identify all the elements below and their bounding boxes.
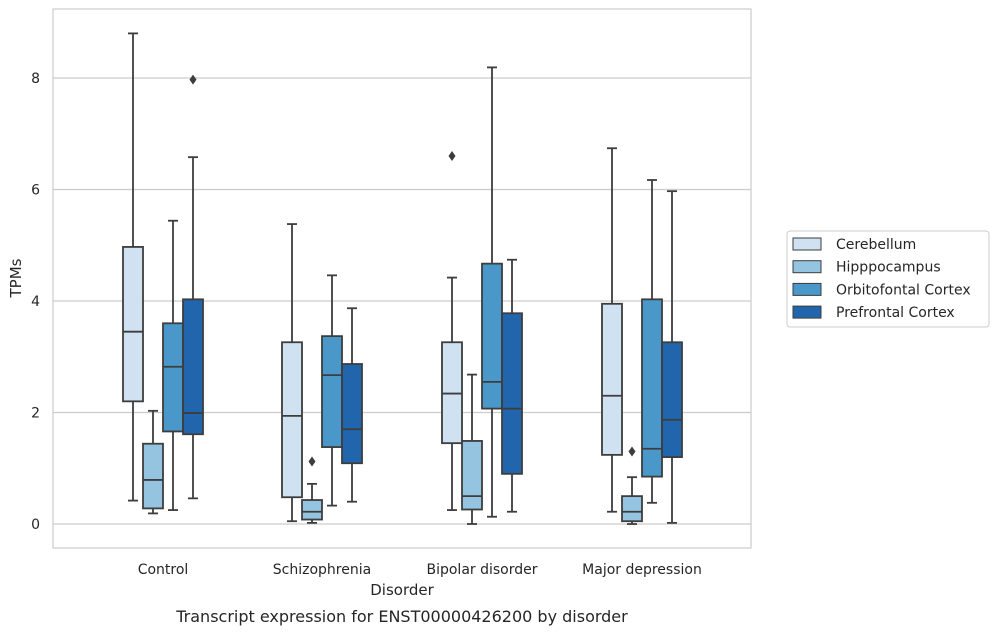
y-tick-label: 2	[31, 406, 40, 422]
box-group	[321, 274, 343, 507]
legend-swatch	[792, 260, 822, 274]
box	[142, 442, 164, 510]
outlier-point	[189, 74, 197, 85]
box	[182, 298, 204, 436]
box	[301, 499, 323, 521]
boxes	[122, 32, 683, 525]
box-group	[341, 307, 363, 503]
box	[641, 298, 663, 478]
box	[162, 322, 184, 433]
x-tick-labels: Control Schizophrenia Bipolar disorder Majo…	[138, 562, 702, 578]
box	[461, 440, 483, 511]
legend: Cerebellum Hipppocampus Orbitofontal Corte…	[786, 230, 990, 328]
box-group	[501, 258, 523, 513]
legend-frame	[786, 230, 990, 328]
box	[501, 312, 523, 475]
outlier-point	[448, 151, 456, 162]
box-group	[301, 456, 323, 524]
box	[481, 262, 503, 410]
x-axis-label: Disorder	[370, 581, 434, 599]
box-group	[182, 74, 204, 500]
box	[601, 302, 623, 456]
box-group	[601, 147, 623, 513]
box-group	[621, 446, 643, 525]
box	[661, 341, 683, 459]
x-tick-label: Schizophrenia	[273, 562, 371, 578]
box	[321, 335, 343, 448]
plot-area-frame	[52, 8, 752, 549]
legend-label: Orbitofontal Cortex	[836, 282, 971, 298]
y-tick-labels: 0 2 4 6 8	[31, 71, 40, 533]
y-tick-label: 6	[31, 183, 40, 199]
legend-label: Cerebellum	[836, 237, 916, 253]
box	[122, 246, 144, 403]
box-group	[441, 151, 463, 511]
chart-caption: Transcript expression for ENST0000042620…	[175, 607, 628, 626]
x-tick-label: Control	[138, 562, 189, 578]
legend-label: Prefrontal Cortex	[836, 305, 955, 321]
box-group	[281, 223, 303, 523]
box-group	[481, 66, 503, 518]
box	[621, 495, 643, 523]
legend-swatch	[792, 305, 822, 319]
box-group	[162, 219, 184, 511]
box-group	[142, 409, 164, 515]
box-group	[641, 179, 663, 504]
outlier-point	[628, 446, 636, 457]
box-group	[461, 373, 483, 525]
box	[281, 341, 303, 499]
outlier-point	[308, 456, 316, 467]
y-tick-label: 0	[31, 517, 40, 533]
legend-label: Hipppocampus	[836, 260, 941, 276]
box-group	[122, 32, 144, 502]
legend-swatch	[792, 282, 822, 296]
x-tick-label: Major depression	[582, 562, 702, 578]
box	[341, 363, 363, 465]
y-tick-label: 8	[31, 71, 40, 87]
y-tick-label: 4	[31, 294, 40, 310]
y-axis-label: TPMs	[7, 258, 25, 298]
legend-swatch	[792, 237, 822, 251]
x-tick-label: Bipolar disorder	[426, 562, 537, 578]
box-group	[661, 190, 683, 524]
